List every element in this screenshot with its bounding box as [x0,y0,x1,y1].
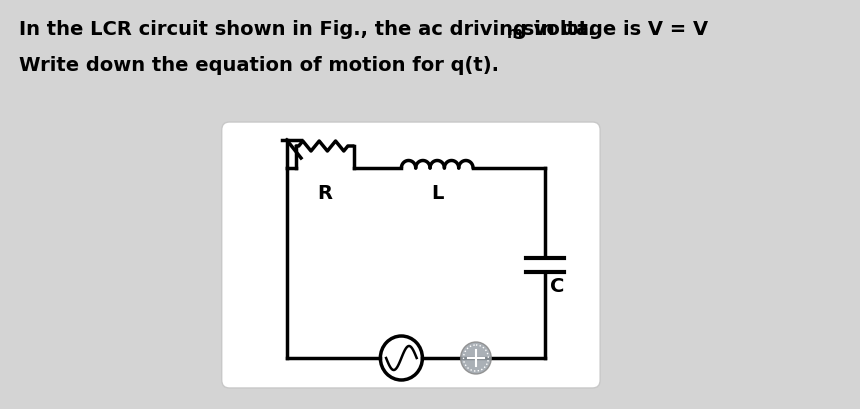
FancyBboxPatch shape [222,122,600,388]
Text: C: C [550,277,565,296]
Text: m: m [507,26,523,41]
Circle shape [461,342,491,374]
Text: R: R [317,184,333,203]
Text: In the LCR circuit shown in Fig., the ac driving voltage is V = V: In the LCR circuit shown in Fig., the ac… [19,20,709,39]
Text: sin ωt.: sin ωt. [516,20,595,39]
Text: L: L [431,184,444,203]
Text: Write down the equation of motion for q(t).: Write down the equation of motion for q(… [19,56,499,75]
